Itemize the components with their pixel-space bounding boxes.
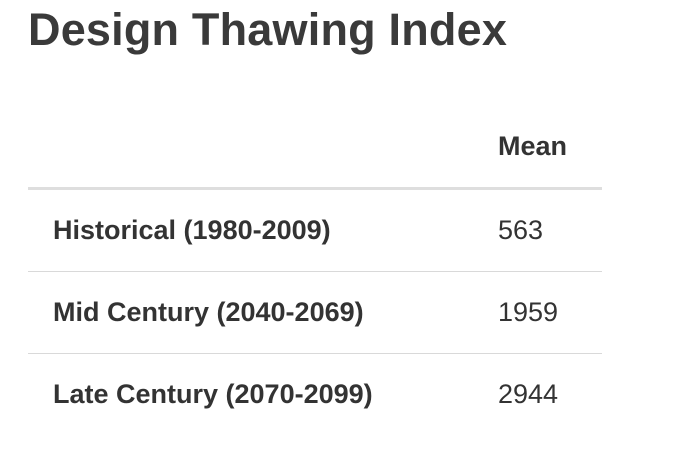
row-label: Mid Century (2040-2069) <box>53 297 364 327</box>
row-value: 563 <box>498 215 544 245</box>
row-value: 2944 <box>498 379 559 409</box>
row-label: Late Century (2070-2099) <box>53 379 373 409</box>
page-title: Design Thawing Index <box>28 4 508 55</box>
row-label: Historical (1980-2009) <box>53 215 331 245</box>
row-value: 1959 <box>498 297 559 327</box>
column-header-mean: Mean <box>498 131 568 161</box>
table-row: Mid Century (2040-2069) 1959 <box>28 272 602 354</box>
table-row: Historical (1980-2009) 563 <box>28 190 602 272</box>
table-header-row: Mean <box>28 112 602 190</box>
table-row: Late Century (2070-2099) 2944 <box>28 354 602 435</box>
data-table: Mean Historical (1980-2009) 563 Mid Cent… <box>28 112 602 435</box>
